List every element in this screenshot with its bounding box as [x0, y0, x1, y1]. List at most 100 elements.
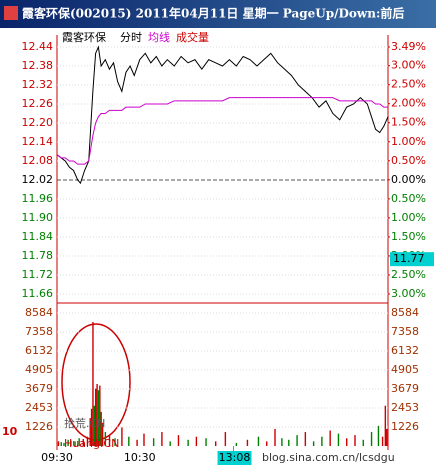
- y2-tick-label: 0.00%: [391, 173, 426, 186]
- volume-bar: [288, 439, 290, 446]
- volume-bar: [177, 435, 180, 446]
- volume-bar: [386, 428, 388, 446]
- y2-tick-label: 3.00%: [391, 59, 426, 72]
- y2-tick-label: 2.50%: [391, 78, 426, 91]
- volume-bar: [89, 418, 91, 446]
- legend-entry: 分时: [120, 31, 142, 44]
- y2-tick-label: 6132: [391, 344, 419, 357]
- y-tick-label: 12.20: [22, 116, 54, 129]
- y2-tick-label: 1226: [391, 420, 419, 433]
- volume-bar: [246, 439, 249, 446]
- volume-bar: [321, 436, 323, 446]
- y2-tick-label: 1.00%: [391, 135, 426, 148]
- legend-title: 霞客环保: [62, 30, 106, 44]
- y-tick-label: 3679: [25, 382, 53, 395]
- volume-bar: [187, 439, 189, 446]
- volume-bar: [224, 432, 227, 446]
- cursor-time: 13:08: [219, 451, 251, 464]
- volume-bar: [108, 435, 111, 446]
- y2-tick-label: 2.50%: [391, 268, 426, 281]
- y-tick-label: 8584: [25, 306, 53, 319]
- y2-tick-label: 1.00%: [391, 211, 426, 224]
- volume-bar: [60, 442, 62, 446]
- volume-bar: [377, 425, 380, 446]
- volume-bar: [74, 441, 76, 446]
- volume-bar: [161, 432, 163, 446]
- y2-tick-label: 7358: [391, 325, 419, 338]
- volume-bar: [121, 427, 123, 446]
- y2-tick-label: 4905: [391, 363, 419, 376]
- volume-bar: [92, 322, 94, 446]
- y2-tick-label: 2.00%: [391, 97, 426, 110]
- y-tick-label: 1226: [25, 420, 53, 433]
- y2-tick-label: 8584: [391, 306, 419, 319]
- volume-bar: [86, 436, 89, 446]
- volume-bar: [82, 439, 85, 446]
- cursor-price: 11.77: [393, 252, 425, 265]
- volume-bar: [114, 438, 116, 446]
- y-tick-label: 12.08: [22, 154, 54, 167]
- y-tick-label: 11.66: [22, 287, 54, 300]
- y2-tick-label: 3679: [391, 382, 419, 395]
- y2-tick-label: 3.00%: [391, 287, 426, 300]
- volume-bar: [63, 442, 65, 446]
- volume-bar: [96, 384, 98, 446]
- volume-bar: [152, 438, 155, 446]
- app-icon: [4, 6, 18, 20]
- volume-bar: [354, 435, 356, 446]
- y-tick-label: 11.90: [22, 211, 54, 224]
- y-tick-label: 2453: [25, 401, 53, 414]
- y-tick-label: 11.96: [22, 192, 54, 205]
- watermark: blog.sina.com.cn/lcsdgu: [262, 451, 395, 464]
- volume-bar: [337, 433, 340, 446]
- volume-bar: [143, 433, 145, 446]
- y-tick-label: 4905: [25, 363, 53, 376]
- volume-bar: [90, 408, 93, 446]
- volume-bar: [257, 436, 260, 446]
- volume-bar: [99, 385, 101, 446]
- volume-bar: [235, 442, 238, 446]
- volume-bar: [104, 432, 107, 446]
- volume-bar: [67, 439, 69, 446]
- volume-bar: [274, 428, 276, 446]
- cursor-price-box: [390, 252, 434, 267]
- cursor-time-box: [217, 451, 252, 465]
- volume-bar: [100, 411, 102, 446]
- volume-bar: [97, 390, 100, 446]
- y2-tick-label: 1.50%: [391, 116, 426, 129]
- volume-bar: [101, 422, 104, 446]
- volume-bar: [215, 441, 217, 446]
- y-tick-label: 12.26: [22, 97, 54, 110]
- watermark: 10: [2, 425, 18, 438]
- volume-bar: [370, 432, 373, 446]
- y-tick-label: 6132: [25, 344, 53, 357]
- volume-bar: [136, 439, 138, 446]
- window-title: 霞客环保(002015) 2011年04月11日 星期一 PageUp/Down…: [22, 6, 404, 21]
- volume-bar: [296, 435, 298, 446]
- volume-bar: [281, 438, 283, 446]
- y-tick-label: 12.32: [22, 78, 54, 91]
- y-tick-label: 12.44: [22, 40, 54, 53]
- volume-bar: [169, 441, 171, 446]
- volume-bar: [329, 430, 331, 446]
- watermark: Huang.CN: [64, 437, 119, 450]
- y-tick-label: 12.14: [22, 135, 54, 148]
- y2-tick-label: 0.50%: [391, 154, 426, 167]
- x-tick-label: 10:30: [124, 451, 156, 464]
- volume-bar: [346, 438, 348, 446]
- y-tick-label: 7358: [25, 325, 53, 338]
- y2-tick-label: 0.50%: [391, 192, 426, 205]
- price-line: [56, 45, 389, 185]
- volume-bar: [205, 438, 207, 446]
- volume-bar: [266, 441, 268, 446]
- volume-bar: [95, 388, 97, 446]
- volume-bar: [384, 405, 387, 446]
- y-tick-label: 12.02: [22, 173, 54, 186]
- volume-bar: [78, 438, 80, 446]
- volume-bar: [362, 439, 364, 446]
- watermark: 拾荒.CN: [64, 416, 105, 430]
- y-tick-label: 11.84: [22, 230, 54, 243]
- volume-bar: [312, 441, 315, 446]
- price-line: [56, 97, 388, 165]
- y2-tick-label: 2453: [391, 401, 419, 414]
